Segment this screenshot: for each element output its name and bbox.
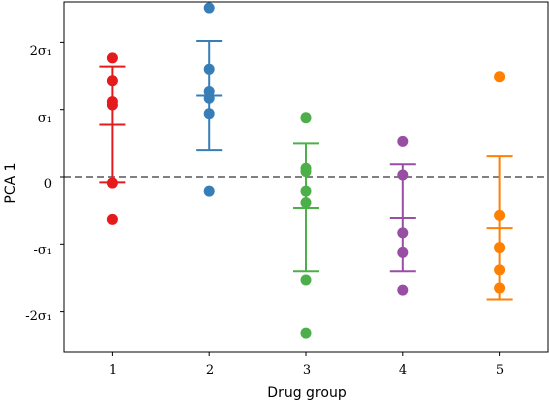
data-point [397, 227, 409, 239]
x-tick-label: 4 [399, 363, 407, 378]
data-point [106, 213, 118, 225]
data-point [494, 71, 506, 83]
group-2 [196, 2, 223, 197]
data-point [300, 274, 312, 286]
data-point [300, 185, 312, 197]
data-point [300, 197, 312, 209]
data-point [397, 135, 409, 147]
y-tick-label: -σ₁ [34, 243, 52, 258]
x-tick-label: 2 [206, 363, 214, 378]
data-point [494, 264, 506, 276]
data-point [203, 108, 215, 120]
y-axis-title: PCA 1 [3, 162, 19, 203]
data-point [300, 327, 312, 339]
y-tick-labels: 2σ₁ σ₁ 0 -σ₁ -2σ₁ [25, 44, 52, 324]
data-point [397, 169, 409, 181]
data-point [494, 209, 506, 221]
group-4 [389, 135, 416, 296]
y-tick-label: -2σ₁ [25, 309, 52, 324]
group-1 [99, 52, 126, 225]
data-point [106, 177, 118, 189]
data-point [397, 246, 409, 258]
data-point [300, 112, 312, 124]
data-point [106, 75, 118, 87]
data-point [203, 185, 215, 197]
y-tick-label: 2σ₁ [30, 44, 52, 59]
group-5 [486, 71, 513, 301]
data-point [106, 52, 118, 64]
x-tick-label: 1 [109, 363, 117, 378]
y-tick-label: 0 [44, 177, 52, 192]
data-point [203, 63, 215, 75]
data-point [203, 92, 215, 104]
x-axis-title: Drug group [267, 385, 347, 401]
data-point [300, 166, 312, 178]
data-point [494, 282, 506, 294]
x-tick-labels: 1 2 3 4 5 [109, 363, 504, 378]
y-tick-label: σ₁ [38, 111, 52, 126]
data-point [494, 242, 506, 254]
data-point [106, 99, 118, 111]
x-tick-label: 5 [496, 363, 504, 378]
data-point [203, 2, 215, 14]
data-point [397, 284, 409, 296]
group-3 [293, 112, 319, 339]
x-tick-label: 3 [303, 363, 311, 378]
